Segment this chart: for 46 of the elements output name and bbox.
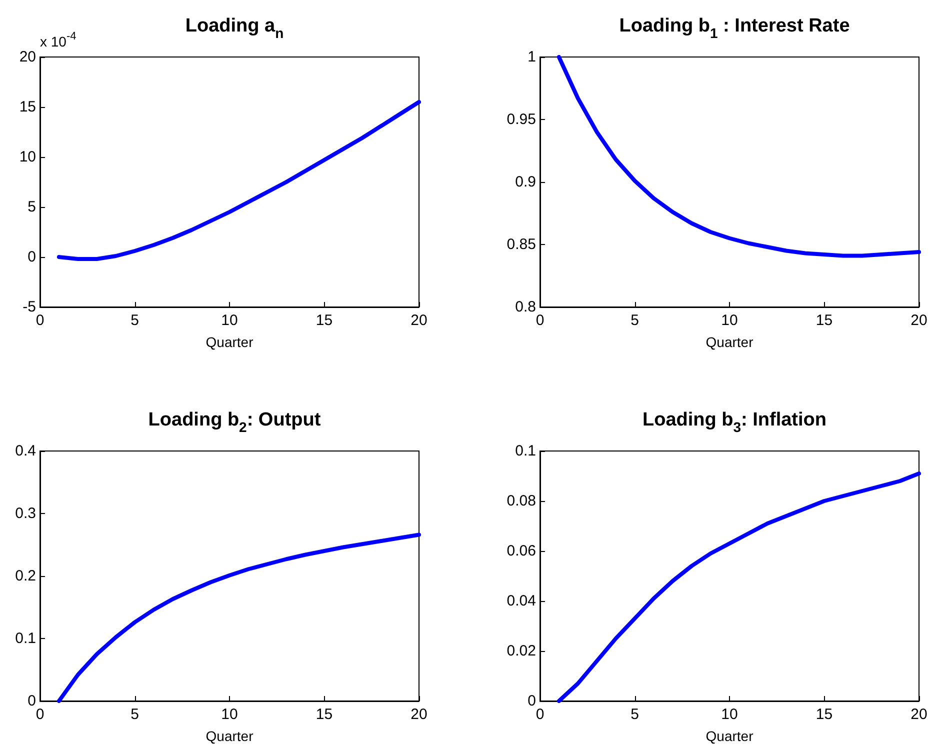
x-tick-label: 20 [910, 312, 928, 329]
y-tick-label: 0.04 [506, 592, 536, 610]
y-tick-label: 0.3 [15, 505, 36, 522]
y-tick-label: 15 [19, 98, 36, 116]
y-tick-label: 0.2 [15, 568, 36, 584]
x-tick-label: 10 [721, 706, 738, 723]
x-tick-label: 5 [630, 312, 639, 329]
y-tick-label: 0.08 [506, 492, 536, 510]
y-tick-label: 0.02 [506, 642, 536, 660]
y-tick-label: 0 [28, 248, 36, 266]
y-tick-label: 10 [19, 148, 36, 166]
x-tick-label: 5 [130, 312, 139, 329]
x-tick-label: 20 [410, 312, 428, 329]
line-series [56, 532, 421, 703]
x-tick-label: 15 [816, 706, 833, 723]
x-tick-label: 5 [130, 706, 139, 723]
y-tick-label: 1 [528, 48, 536, 66]
x-tick-label: 5 [630, 706, 639, 723]
line-series [56, 100, 421, 261]
y-tick-label: 0 [28, 692, 36, 710]
y-tick-label: -5 [22, 298, 36, 316]
y-tick-label: 0.06 [506, 542, 536, 560]
x-tick-label: 15 [816, 312, 833, 329]
y-tick-label: 0 [528, 692, 536, 710]
x-tick-label: 20 [410, 706, 428, 723]
line-series [556, 55, 921, 258]
x-tick-label: 15 [316, 706, 333, 723]
y-tick-label: 20 [19, 48, 36, 66]
y-tick-label: 0.9 [515, 174, 536, 190]
x-axis-title: Quarter [206, 334, 254, 350]
x-axis-title: Quarter [706, 728, 754, 744]
y-tick-label: 0.95 [506, 111, 536, 128]
x-tick-label: 10 [221, 312, 238, 329]
y-tick-label: 0.8 [515, 298, 536, 316]
y-tick-label: 0.1 [515, 442, 536, 460]
y-tick-label: 0.85 [506, 236, 536, 253]
line-series [556, 472, 921, 703]
x-tick-label: 20 [910, 706, 928, 723]
y-tick-label: 0.4 [15, 442, 36, 460]
x-axis-title: Quarter [706, 334, 754, 350]
y-tick-label: 0.1 [15, 630, 36, 647]
x-tick-label: 10 [221, 706, 238, 723]
y-tick-label: 5 [28, 198, 36, 216]
x-axis-title: Quarter [206, 728, 254, 744]
x-tick-label: 10 [721, 312, 738, 329]
x-tick-label: 15 [316, 312, 333, 329]
